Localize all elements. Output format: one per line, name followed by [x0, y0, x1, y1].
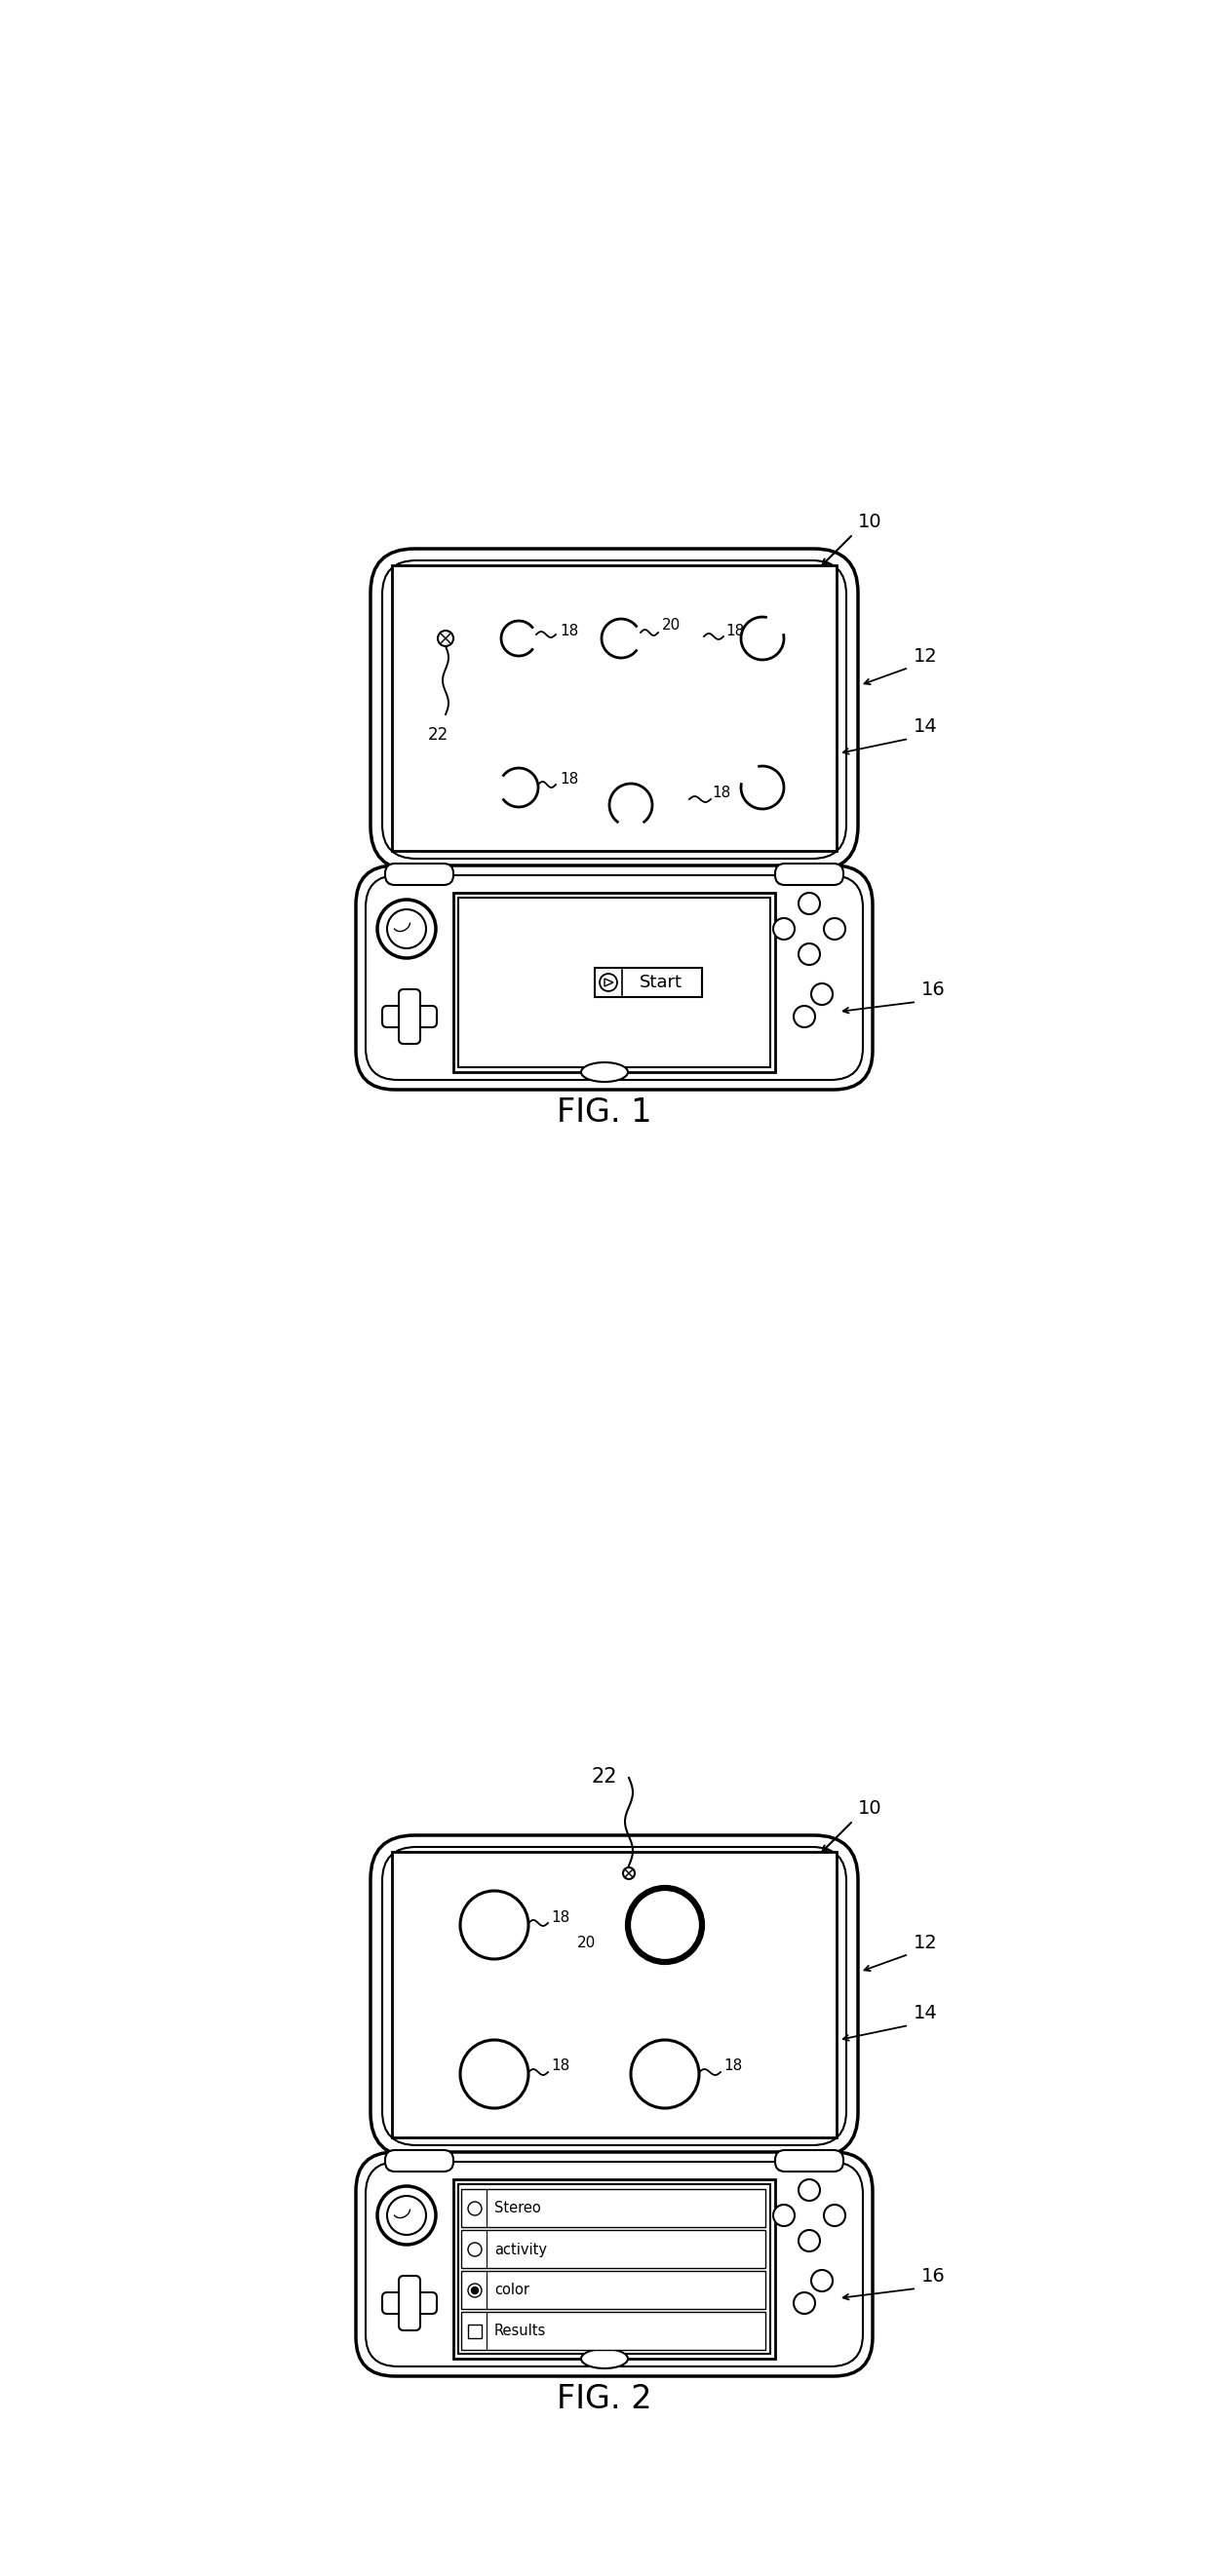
Text: 18: 18 — [560, 773, 578, 788]
Circle shape — [472, 2287, 479, 2293]
Text: 16: 16 — [921, 981, 945, 999]
FancyBboxPatch shape — [399, 2275, 421, 2331]
Circle shape — [631, 2040, 699, 2107]
Circle shape — [823, 2205, 845, 2226]
Circle shape — [798, 2231, 820, 2251]
Circle shape — [468, 2244, 481, 2257]
FancyBboxPatch shape — [365, 876, 863, 1079]
FancyBboxPatch shape — [458, 2184, 770, 2354]
Text: 20: 20 — [663, 618, 681, 631]
Text: 18: 18 — [712, 786, 730, 801]
FancyBboxPatch shape — [468, 2324, 481, 2339]
Text: Results: Results — [494, 2324, 546, 2339]
Circle shape — [798, 943, 820, 966]
Circle shape — [387, 2195, 426, 2236]
FancyBboxPatch shape — [365, 2161, 863, 2367]
FancyBboxPatch shape — [461, 2231, 765, 2267]
FancyBboxPatch shape — [458, 896, 770, 1066]
Circle shape — [793, 2293, 815, 2313]
FancyBboxPatch shape — [392, 1852, 837, 2138]
Text: 20: 20 — [577, 1935, 596, 1950]
FancyBboxPatch shape — [775, 863, 844, 886]
FancyBboxPatch shape — [382, 562, 846, 858]
Text: 14: 14 — [914, 716, 938, 737]
Text: 12: 12 — [914, 1935, 938, 1953]
Text: Stereo: Stereo — [494, 2202, 540, 2215]
Text: activity: activity — [494, 2241, 546, 2257]
FancyBboxPatch shape — [386, 863, 453, 886]
FancyBboxPatch shape — [775, 2151, 844, 2172]
Circle shape — [823, 917, 845, 940]
FancyBboxPatch shape — [382, 1847, 846, 2146]
Circle shape — [461, 2040, 528, 2107]
FancyBboxPatch shape — [461, 2190, 765, 2228]
Text: FIG. 2: FIG. 2 — [557, 2383, 652, 2416]
Text: color: color — [494, 2282, 530, 2298]
Text: Start: Start — [640, 974, 683, 992]
Circle shape — [774, 2205, 794, 2226]
Circle shape — [774, 917, 794, 940]
Circle shape — [377, 2187, 435, 2244]
Circle shape — [811, 2269, 833, 2293]
FancyBboxPatch shape — [355, 2151, 873, 2375]
Text: 18: 18 — [725, 623, 745, 639]
Circle shape — [793, 1005, 815, 1028]
Circle shape — [377, 899, 435, 958]
Circle shape — [387, 909, 426, 948]
Circle shape — [600, 974, 617, 992]
FancyBboxPatch shape — [399, 989, 421, 1043]
Circle shape — [461, 1891, 528, 1958]
Circle shape — [798, 894, 820, 914]
Text: 18: 18 — [560, 623, 578, 639]
FancyBboxPatch shape — [370, 1834, 858, 2156]
FancyBboxPatch shape — [453, 894, 775, 1072]
FancyBboxPatch shape — [355, 866, 873, 1090]
FancyBboxPatch shape — [370, 549, 858, 871]
Ellipse shape — [582, 2349, 627, 2367]
FancyBboxPatch shape — [386, 2151, 453, 2172]
FancyBboxPatch shape — [392, 564, 837, 850]
Text: 12: 12 — [914, 647, 938, 665]
Ellipse shape — [582, 1061, 627, 1082]
Text: 10: 10 — [858, 513, 883, 531]
Text: 18: 18 — [723, 2058, 742, 2074]
Text: FIG. 1: FIG. 1 — [557, 1097, 652, 1128]
Circle shape — [798, 2179, 820, 2200]
FancyBboxPatch shape — [382, 1005, 436, 1028]
Text: 10: 10 — [858, 1798, 883, 1819]
FancyBboxPatch shape — [461, 2272, 765, 2308]
Text: 22: 22 — [591, 1767, 618, 1788]
Text: 18: 18 — [551, 1909, 569, 1924]
Text: 18: 18 — [551, 2058, 569, 2074]
Text: 14: 14 — [914, 2004, 938, 2022]
Circle shape — [468, 2202, 481, 2215]
Text: 22: 22 — [428, 726, 449, 744]
FancyBboxPatch shape — [382, 2293, 436, 2313]
FancyBboxPatch shape — [595, 969, 702, 997]
FancyBboxPatch shape — [461, 2311, 765, 2349]
FancyBboxPatch shape — [453, 2179, 775, 2360]
Text: 16: 16 — [921, 2267, 945, 2285]
Circle shape — [627, 1888, 702, 1963]
Circle shape — [468, 2282, 481, 2298]
Circle shape — [811, 984, 833, 1005]
